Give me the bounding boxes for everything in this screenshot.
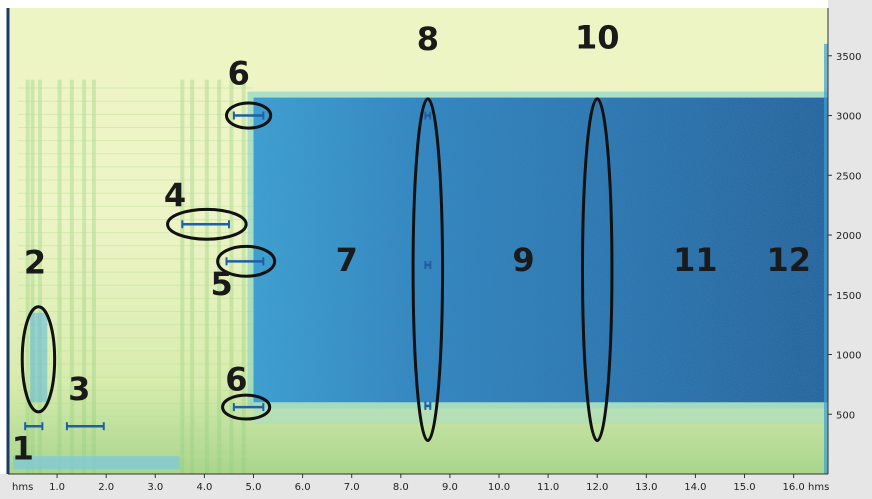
annotation-label: 11 <box>673 241 718 279</box>
x-tick-label: 13.0 <box>635 482 657 493</box>
annotation-ellipse <box>216 244 277 278</box>
x-tick-label: 3.0 <box>147 482 163 493</box>
x-unit-label-left: hms <box>12 482 33 493</box>
x-tick-label: 8.0 <box>393 482 409 493</box>
x-axis-ticks: 1.0 2.0 3.0 4.0 5.0 6.0 7.0 8.0 9.0 10.0 11.0 12.0 1… <box>49 474 805 493</box>
annotation-label: 5 <box>210 265 232 303</box>
annotation-ellipse <box>580 97 614 443</box>
x-tick-label: 14.0 <box>684 482 706 493</box>
y-tick-label: 1000 <box>836 351 861 362</box>
noise-band <box>247 43 829 474</box>
right-axis-panel <box>828 0 872 499</box>
x-tick-label: 7.0 <box>344 482 360 493</box>
noise-band-lower-fringe <box>253 402 829 424</box>
bottom-axis-panel <box>0 474 872 499</box>
spectral-streak <box>25 79 30 474</box>
x-tick-label: 16.0 <box>782 482 804 493</box>
annotation-label: 7 <box>336 241 358 279</box>
x-unit-label-right: hms <box>808 482 829 493</box>
y-tick-label: 500 <box>836 410 855 421</box>
annotation-label: 6 <box>225 360 247 398</box>
y-tick-label: 3000 <box>836 112 861 123</box>
spectral-streak <box>204 79 209 474</box>
x-tick-label: 9.0 <box>442 482 458 493</box>
x-tick-label: 11.0 <box>537 482 559 493</box>
x-tick-label: 2.0 <box>98 482 114 493</box>
annotation-label: 4 <box>164 176 186 214</box>
y-tick-label: 2500 <box>836 171 861 182</box>
annotation-label: 2 <box>24 243 46 281</box>
annotation-ellipse <box>166 207 248 241</box>
x-tick-label: 12.0 <box>586 482 608 493</box>
x-tick-label: 1.0 <box>49 482 65 493</box>
right-edge-streak <box>824 43 828 474</box>
annotation-label: 1 <box>12 430 34 468</box>
annotation-label: 9 <box>512 241 534 279</box>
annotation-ellipse <box>411 97 445 443</box>
y-tick-label: 2000 <box>836 231 861 242</box>
y-tick-label: 3500 <box>836 52 861 63</box>
spectral-streak <box>82 79 87 474</box>
noise-band-grain <box>253 97 829 403</box>
x-tick-label: 6.0 <box>295 482 311 493</box>
annotation-label: 10 <box>575 19 620 57</box>
x-tick-label: 10.0 <box>488 482 510 493</box>
x-tick-label: 5.0 <box>246 482 262 493</box>
spectral-streak <box>180 79 185 474</box>
spectral-streak <box>91 79 96 474</box>
low-frequency-band <box>12 456 180 470</box>
y-axis-ticks: 500 1000 1500 2000 2500 3000 3500 <box>828 52 861 421</box>
annotation-label: 8 <box>417 20 439 58</box>
spectral-streak <box>69 79 74 474</box>
spectral-streak <box>37 79 42 474</box>
annotation-ellipse <box>20 305 57 414</box>
x-tick-label: 4.0 <box>196 482 212 493</box>
spectral-streak <box>30 79 35 474</box>
x-tick-label: 15.0 <box>733 482 755 493</box>
annotation-label: 6 <box>228 54 250 92</box>
spectral-streak <box>57 79 62 474</box>
annotation-label: 12 <box>766 241 811 279</box>
annotation-label: 3 <box>68 370 90 408</box>
annotation-ellipse <box>225 101 273 130</box>
spectral-streak <box>190 79 195 474</box>
feature-blob-2 <box>30 312 48 403</box>
y-tick-label: 1500 <box>836 291 861 302</box>
spectral-streak <box>229 79 234 474</box>
spectral-streak <box>217 79 222 474</box>
annotation-ellipse <box>221 393 272 421</box>
